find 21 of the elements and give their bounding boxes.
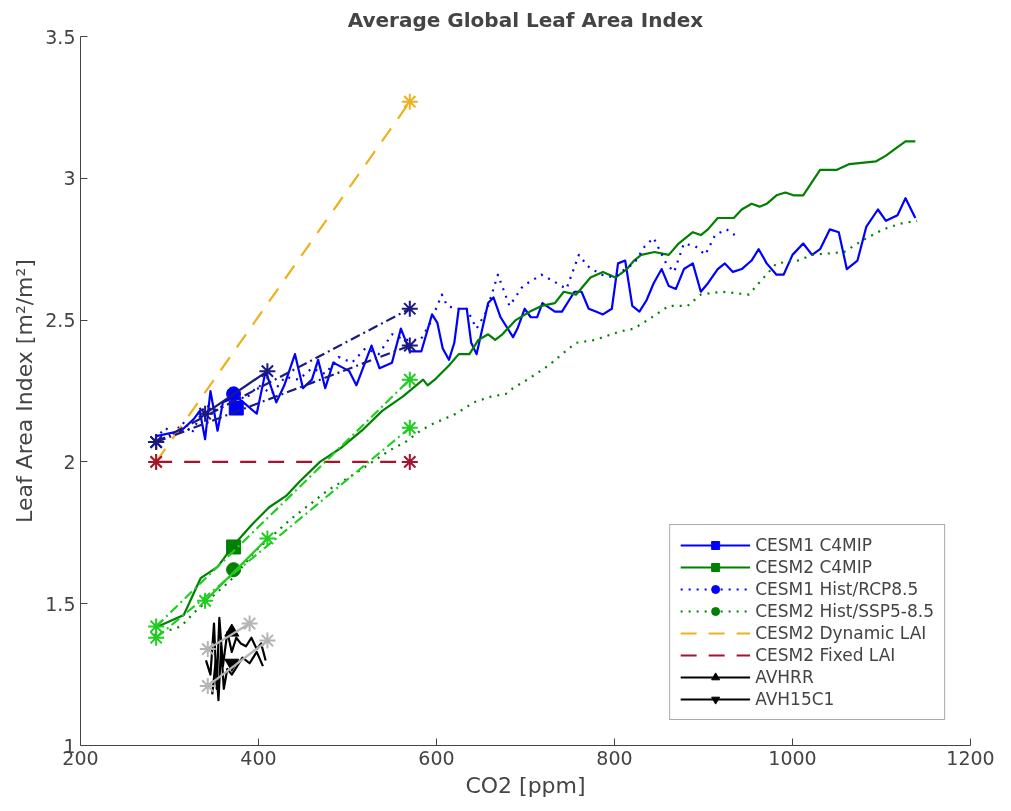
y-axis-title: Leaf Area Index [m²/m²]	[12, 259, 38, 523]
x-tick-label: 600	[418, 746, 455, 769]
x-tick-label: 1200	[946, 746, 995, 769]
legend-label: AVH15C1	[755, 689, 835, 709]
legend-label: CESM1 C4MIP	[755, 535, 873, 555]
legend-label: AVHRR	[755, 667, 814, 687]
legend-label: CESM2 Fixed LAI	[755, 645, 896, 665]
y-tick-label: 3.5	[45, 25, 76, 48]
y-tick-label: 2	[63, 450, 76, 473]
y-tick-label: 3	[63, 167, 76, 190]
x-tick-label: 400	[240, 746, 277, 769]
legend-label: CESM2 Hist/SSP5-8.5	[755, 601, 934, 621]
x-axis-title: CO2 [ppm]	[465, 772, 586, 798]
y-tick-label: 2.5	[45, 309, 76, 332]
legend-label: CESM2 Dynamic LAI	[755, 623, 927, 643]
y-tick-label: 1.5	[45, 592, 76, 615]
legend-label: CESM1 Hist/RCP8.5	[755, 579, 919, 599]
chart-title: Average Global Leaf Area Index	[347, 7, 704, 32]
x-tick-label: 1000	[768, 746, 817, 769]
legend-label: CESM2 C4MIP	[755, 557, 873, 577]
x-tick-label: 800	[596, 746, 633, 769]
